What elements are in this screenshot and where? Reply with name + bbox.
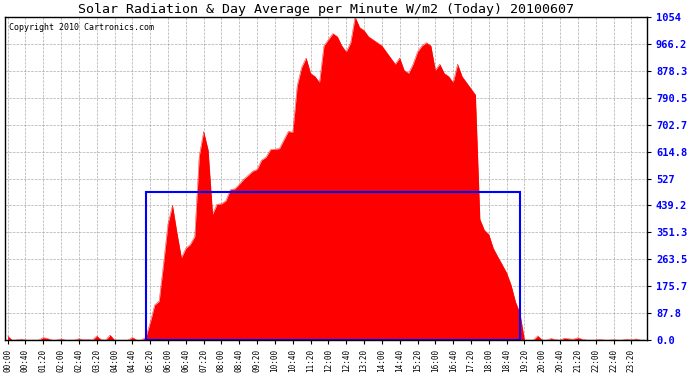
Text: Copyright 2010 Cartronics.com: Copyright 2010 Cartronics.com [9,23,154,32]
Bar [146,192,520,340]
Title: Solar Radiation & Day Average per Minute W/m2 (Today) 20100607: Solar Radiation & Day Average per Minute… [78,3,574,16]
